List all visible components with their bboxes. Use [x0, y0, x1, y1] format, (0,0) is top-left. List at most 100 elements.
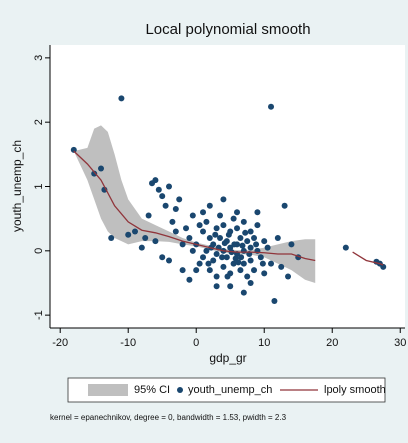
point: [285, 273, 292, 280]
point: [200, 209, 207, 216]
point: [169, 218, 176, 225]
point: [193, 267, 200, 274]
point: [186, 234, 193, 241]
point: [213, 273, 220, 280]
legend-label: youth_unemp_ch: [188, 384, 272, 396]
point: [220, 196, 227, 203]
point: [213, 251, 220, 258]
point: [230, 215, 237, 222]
point: [152, 177, 159, 184]
x-tick-label: 10: [258, 337, 270, 349]
point: [206, 202, 213, 209]
point: [253, 241, 260, 248]
point: [240, 260, 247, 267]
point: [189, 212, 196, 219]
point: [220, 263, 227, 270]
point: [203, 247, 210, 254]
point: [210, 257, 217, 264]
point: [244, 273, 251, 280]
ci-band: [73, 125, 316, 283]
point: [234, 209, 241, 216]
y-tick-label: -1: [33, 310, 45, 320]
x-axis-label: gdp_gr: [209, 351, 246, 365]
point: [166, 183, 173, 190]
legend-label: lpoly smooth: [324, 384, 386, 396]
point: [247, 244, 254, 251]
point: [278, 263, 285, 270]
point: [118, 95, 125, 102]
point: [221, 240, 228, 247]
point: [257, 254, 264, 261]
legend-label: 95% CI: [134, 384, 170, 396]
point: [224, 273, 231, 280]
point: [268, 103, 275, 110]
point: [254, 222, 261, 229]
point: [91, 170, 98, 177]
y-tick-label: 0: [33, 248, 45, 254]
y-axis-label: youth_unemp_ch: [10, 140, 24, 232]
point: [238, 254, 245, 261]
point: [145, 212, 152, 219]
point: [288, 241, 295, 248]
point: [166, 257, 173, 264]
point: [159, 254, 166, 261]
point: [200, 254, 207, 261]
point: [206, 234, 213, 241]
chart-title: Local polynomial smooth: [145, 21, 310, 38]
point: [268, 260, 275, 267]
point: [259, 260, 266, 267]
x-tick-label: 20: [326, 337, 338, 349]
point: [235, 259, 242, 266]
point: [234, 225, 241, 232]
point: [239, 242, 246, 249]
point: [281, 202, 288, 209]
point: [240, 247, 247, 254]
point: [220, 222, 227, 229]
point: [230, 260, 237, 267]
point: [108, 234, 115, 241]
point: [240, 218, 247, 225]
point: [189, 247, 196, 254]
point: [251, 234, 258, 241]
point: [212, 231, 219, 238]
point: [155, 186, 162, 193]
point: [196, 260, 203, 267]
point: [213, 225, 220, 232]
point: [203, 218, 210, 225]
point: [142, 234, 149, 241]
point: [342, 244, 349, 251]
point: [225, 231, 232, 238]
point: [125, 231, 132, 238]
y-tick-label: 1: [33, 183, 45, 189]
point: [271, 297, 278, 304]
x-tick-label: -10: [120, 337, 136, 349]
y-tick-label: 3: [33, 55, 45, 61]
point: [186, 276, 193, 283]
point: [247, 228, 254, 235]
point: [152, 238, 159, 245]
point: [206, 267, 213, 274]
point: [237, 234, 244, 241]
point: [244, 238, 251, 245]
point: [231, 241, 238, 248]
point: [138, 244, 145, 251]
point: [205, 260, 212, 267]
legend-swatch: [88, 384, 128, 396]
point: [200, 228, 207, 235]
x-tick-label: -20: [52, 337, 68, 349]
point: [254, 209, 261, 216]
point: [217, 212, 224, 219]
point: [380, 263, 387, 270]
x-tick-label: 30: [394, 337, 406, 349]
point: [159, 193, 166, 200]
x-tick-label: 0: [193, 337, 199, 349]
point: [261, 238, 268, 245]
point: [217, 234, 224, 241]
point: [227, 283, 234, 290]
point: [179, 241, 186, 248]
point: [247, 257, 254, 264]
smooth-line: [73, 150, 384, 266]
point: [213, 283, 220, 290]
point: [132, 228, 139, 235]
